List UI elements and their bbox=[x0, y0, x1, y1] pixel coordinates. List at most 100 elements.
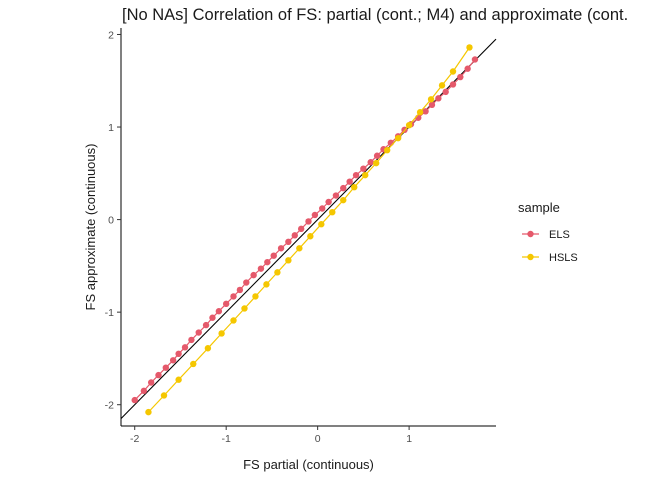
data-point-els bbox=[374, 153, 380, 159]
data-point-els bbox=[188, 337, 194, 343]
data-point-els bbox=[435, 95, 441, 101]
y-tick-label: 2 bbox=[108, 29, 114, 41]
data-point-els bbox=[196, 329, 202, 335]
data-point-hsls bbox=[417, 109, 423, 115]
data-point-els bbox=[360, 165, 366, 171]
data-point-hsls bbox=[145, 409, 151, 415]
data-point-hsls bbox=[428, 96, 434, 102]
data-point-hsls bbox=[252, 293, 258, 299]
data-point-els bbox=[271, 252, 277, 258]
data-point-els bbox=[464, 66, 470, 72]
plot-area bbox=[121, 39, 496, 418]
data-point-hsls bbox=[190, 361, 196, 367]
data-point-els bbox=[170, 357, 176, 363]
data-point-els bbox=[285, 239, 291, 245]
data-point-els bbox=[148, 379, 154, 385]
data-point-els bbox=[141, 388, 147, 394]
data-point-els bbox=[312, 212, 318, 218]
data-point-hsls bbox=[395, 135, 401, 141]
data-point-els bbox=[429, 102, 435, 108]
x-tick-label: -2 bbox=[130, 433, 139, 445]
data-point-els bbox=[367, 159, 373, 165]
data-point-els bbox=[163, 364, 169, 370]
series-els bbox=[132, 56, 479, 403]
data-point-els bbox=[353, 172, 359, 178]
data-point-hsls bbox=[373, 160, 379, 166]
data-point-hsls bbox=[205, 345, 211, 351]
data-point-els bbox=[264, 259, 270, 265]
chart-title: [No NAs] Correlation of FS: partial (con… bbox=[122, 6, 628, 24]
data-point-hsls bbox=[384, 147, 390, 153]
data-point-hsls bbox=[406, 122, 412, 128]
data-point-els bbox=[388, 140, 394, 146]
legend-key-point-hsls bbox=[527, 254, 533, 260]
data-point-hsls bbox=[241, 305, 247, 311]
data-point-els bbox=[243, 279, 249, 285]
data-point-els bbox=[457, 74, 463, 80]
data-point-els bbox=[237, 287, 243, 293]
data-point-hsls bbox=[218, 330, 224, 336]
series-line-hsls bbox=[148, 47, 469, 412]
data-point-hsls bbox=[466, 44, 472, 50]
data-point-els bbox=[298, 226, 304, 232]
data-point-hsls bbox=[318, 221, 324, 227]
series-layer bbox=[132, 44, 479, 415]
legend-item-hsls: HSLS bbox=[522, 252, 578, 264]
data-point-els bbox=[292, 232, 298, 238]
data-point-els bbox=[278, 245, 284, 251]
data-point-els bbox=[132, 397, 138, 403]
data-point-els bbox=[333, 192, 339, 198]
x-axis-ticks: -2 -1 0 1 bbox=[130, 426, 412, 445]
x-tick-label: 0 bbox=[315, 433, 321, 445]
data-point-hsls bbox=[307, 233, 313, 239]
series-hsls bbox=[145, 44, 472, 415]
data-point-hsls bbox=[340, 197, 346, 203]
y-axis-ticks: -2 -1 0 1 2 bbox=[105, 29, 121, 411]
y-tick-label: -2 bbox=[105, 400, 114, 412]
data-point-hsls bbox=[351, 184, 357, 190]
data-point-els bbox=[182, 344, 188, 350]
data-point-hsls bbox=[175, 377, 181, 383]
data-point-els bbox=[258, 265, 264, 271]
legend: sample ELS HSLS bbox=[518, 200, 578, 264]
data-point-hsls bbox=[362, 172, 368, 178]
data-point-els bbox=[319, 205, 325, 211]
x-tick-label: 1 bbox=[406, 433, 412, 445]
data-point-hsls bbox=[263, 281, 269, 287]
data-point-els bbox=[223, 301, 229, 307]
legend-label-hsls: HSLS bbox=[549, 252, 578, 264]
data-point-els bbox=[203, 322, 209, 328]
data-point-els bbox=[216, 308, 222, 314]
y-tick-label: 0 bbox=[108, 215, 114, 227]
data-point-els bbox=[175, 351, 181, 357]
data-point-els bbox=[340, 185, 346, 191]
data-point-hsls bbox=[230, 317, 236, 323]
legend-title: sample bbox=[518, 200, 560, 215]
x-axis-title: FS partial (continuous) bbox=[243, 457, 374, 472]
legend-key-point-els bbox=[527, 231, 533, 237]
data-point-els bbox=[230, 293, 236, 299]
data-point-hsls bbox=[439, 82, 445, 88]
data-point-els bbox=[305, 218, 311, 224]
y-tick-label: -1 bbox=[105, 307, 114, 319]
data-point-hsls bbox=[161, 392, 167, 398]
legend-label-els: ELS bbox=[549, 229, 570, 241]
data-point-els bbox=[155, 372, 161, 378]
data-point-hsls bbox=[329, 209, 335, 215]
data-point-hsls bbox=[450, 68, 456, 74]
data-point-els bbox=[250, 272, 256, 278]
data-point-els bbox=[346, 178, 352, 184]
data-point-els bbox=[209, 315, 215, 321]
y-axis-title: FS approximate (continuous) bbox=[83, 144, 98, 311]
data-point-hsls bbox=[296, 245, 302, 251]
data-point-hsls bbox=[285, 257, 291, 263]
legend-item-els: ELS bbox=[522, 229, 570, 241]
data-point-els bbox=[325, 199, 331, 205]
data-point-els bbox=[450, 81, 456, 87]
data-point-hsls bbox=[274, 269, 280, 275]
data-point-els bbox=[472, 56, 478, 62]
x-tick-label: -1 bbox=[222, 433, 231, 445]
y-tick-label: 1 bbox=[108, 122, 114, 134]
data-point-els bbox=[442, 89, 448, 95]
